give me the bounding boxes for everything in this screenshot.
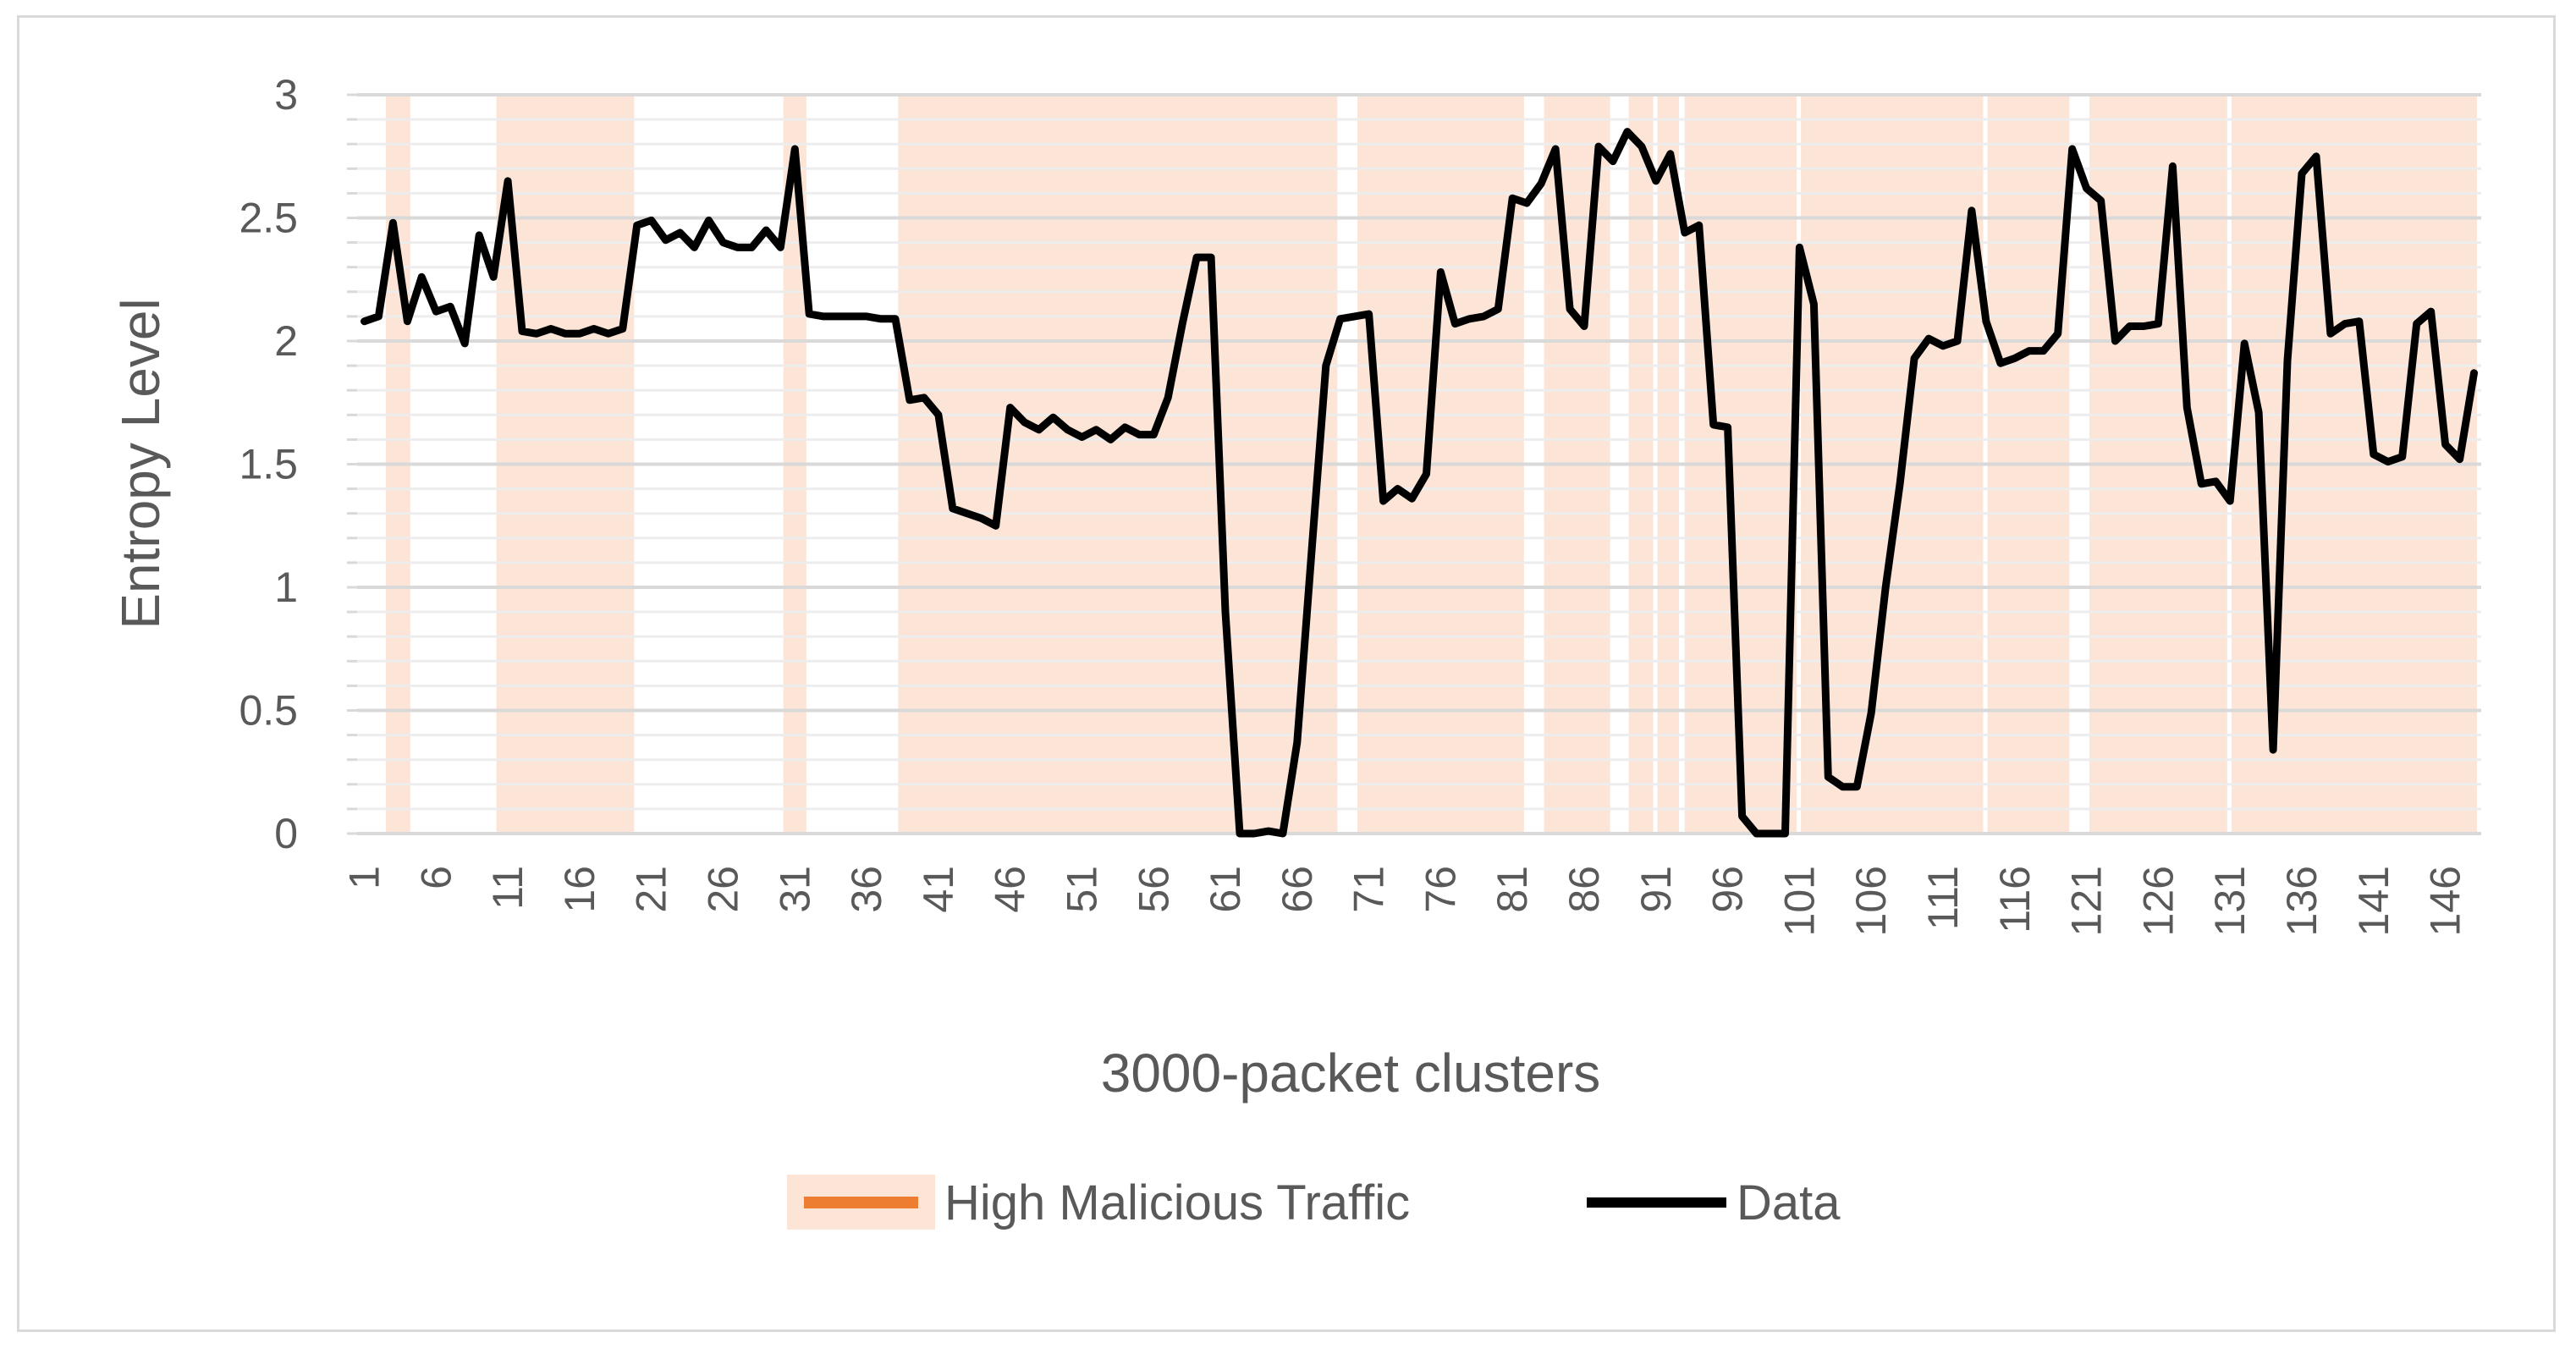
x-tick-label: 116 [1991,866,2039,933]
y-tick-label: 3 [274,71,298,118]
x-tick-label: 106 [1847,866,1895,936]
x-tick-label: 21 [628,866,675,913]
legend-data-label: Data [1737,1175,1841,1230]
x-tick-label: 96 [1704,866,1752,913]
x-tick-label: 86 [1560,866,1608,913]
legend: High Malicious Traffic Data [787,1175,1841,1230]
x-tick-label: 31 [771,866,818,913]
y-tick-label: 2.5 [239,195,298,242]
y-axis-ticks: 0 0.5 1 1.5 2 2.5 3 [239,71,298,857]
x-tick-label: 61 [1202,866,1249,913]
x-tick-label: 1 [340,866,388,889]
x-tick-label: 81 [1489,866,1536,913]
x-tick-label: 131 [2206,866,2254,936]
y-tick-label: 2 [274,317,298,365]
x-tick-label: 6 [412,866,460,889]
x-tick-label: 26 [699,866,746,913]
x-tick-label: 66 [1274,866,1321,913]
y-tick-label: 1 [274,564,298,611]
x-tick-label: 41 [915,866,962,913]
x-tick-label: 36 [843,866,890,913]
x-tick-label: 76 [1417,866,1464,913]
x-tick-label: 11 [484,866,531,910]
x-tick-label: 56 [1130,866,1177,913]
x-tick-label: 136 [2278,866,2326,936]
x-axis-ticks: 1 6 11 16 21 26 31 36 41 46 51 56 61 66 71 76 81 86 91 96 10… [340,866,2469,936]
gridlines [347,93,2481,835]
x-tick-label: 101 [1775,866,1823,936]
x-tick-label: 121 [2063,866,2111,936]
series-data [361,128,2478,838]
x-tick-label: 146 [2422,866,2469,936]
x-tick-label: 46 [987,866,1034,913]
y-axis-title: Entropy Level [110,298,171,629]
x-tick-label: 126 [2134,866,2182,936]
series-line-1 [361,128,2478,838]
legend-highlight-label: High Malicious Traffic [944,1175,1410,1230]
x-tick-label: 91 [1632,866,1680,913]
x-tick-label: 111 [1919,866,1967,930]
x-tick-label: 16 [556,866,603,913]
y-tick-label: 1.5 [239,441,298,488]
x-axis-title: 3000-packet clusters [1101,1043,1601,1104]
x-tick-label: 71 [1346,866,1393,913]
y-tick-label: 0 [274,810,298,857]
x-tick-label: 141 [2350,866,2397,936]
y-tick-label: 0.5 [239,687,298,735]
x-tick-label: 51 [1058,866,1105,913]
